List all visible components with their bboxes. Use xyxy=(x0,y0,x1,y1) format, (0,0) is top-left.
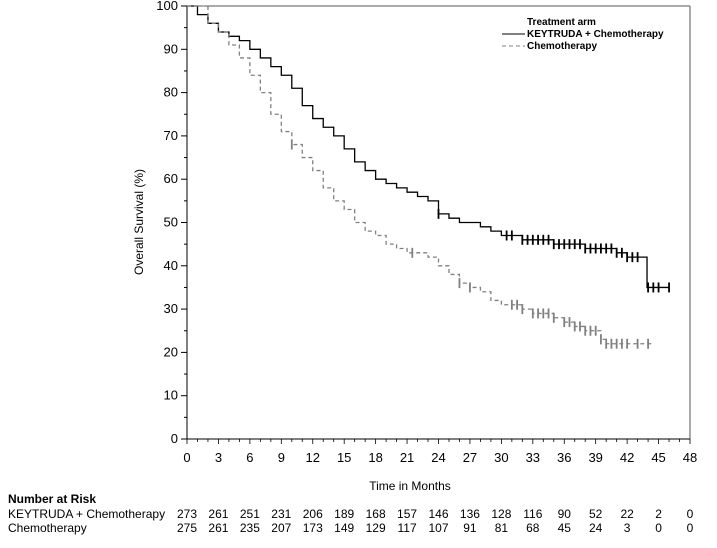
risk-value: 3 xyxy=(623,521,631,535)
y-tick-label: 60 xyxy=(164,171,178,186)
x-tick-label: 36 xyxy=(557,450,571,465)
curve-keytruda xyxy=(187,5,670,289)
x-axis-label: Time in Months xyxy=(369,479,451,493)
x-tick-label: 48 xyxy=(683,450,697,465)
x-axis: 0 3 6 9 12 15 18 21 24 27 30 33 36 39 42 45 48 xyxy=(183,439,697,465)
y-tick-label: 90 xyxy=(164,41,178,56)
x-tick-label: 9 xyxy=(278,450,285,465)
risk-value: 251 xyxy=(239,507,260,521)
risk-value: 24 xyxy=(589,521,603,535)
legend-title: Treatment arm xyxy=(527,17,596,28)
x-tick-label: 12 xyxy=(306,450,320,465)
risk-value: 136 xyxy=(459,507,480,521)
risk-value: 273 xyxy=(176,507,198,521)
risk-value: 91 xyxy=(463,521,477,535)
y-tick-label: 20 xyxy=(164,344,178,359)
risk-table-title: Number at Risk xyxy=(8,492,97,506)
x-tick-label: 21 xyxy=(400,450,414,465)
risk-value: 0 xyxy=(655,521,662,535)
y-axis-label: Overall Survival (%) xyxy=(132,169,146,275)
risk-value: 168 xyxy=(365,507,386,521)
risk-value: 261 xyxy=(208,507,229,521)
risk-value: 0 xyxy=(686,507,694,521)
x-tick-label: 42 xyxy=(620,450,634,465)
curve-chemo xyxy=(187,5,654,345)
risk-row-label-keytruda: KEYTRUDA + Chemotherapy xyxy=(8,507,166,521)
risk-value: 207 xyxy=(271,521,292,535)
x-tick-label: 6 xyxy=(246,450,253,465)
y-axis: 0 10 20 30 40 50 60 70 80 90 100 xyxy=(156,0,187,446)
x-tick-label: 45 xyxy=(651,450,665,465)
risk-value: 206 xyxy=(302,507,323,521)
risk-value: 129 xyxy=(365,521,386,535)
risk-value: 149 xyxy=(334,521,355,535)
risk-value: 235 xyxy=(239,521,260,535)
y-tick-label: 40 xyxy=(164,258,178,273)
risk-value: 128 xyxy=(491,507,512,521)
x-tick-label: 27 xyxy=(463,450,477,465)
y-tick-label: 10 xyxy=(164,388,178,403)
y-tick-label: 70 xyxy=(164,128,178,143)
risk-value: 116 xyxy=(523,507,543,521)
risk-value: 68 xyxy=(526,521,540,535)
risk-value: 45 xyxy=(557,521,571,535)
x-tick-label: 24 xyxy=(431,450,445,465)
plot-frame xyxy=(186,5,691,440)
risk-value: 81 xyxy=(494,521,509,535)
risk-value: 2 xyxy=(655,507,662,521)
y-tick-label: 0 xyxy=(171,431,178,446)
y-tick-label: 100 xyxy=(156,0,178,13)
y-tick-label: 30 xyxy=(164,301,178,316)
x-tick-label: 3 xyxy=(215,450,222,465)
risk-value: 90 xyxy=(557,507,571,521)
risk-value: 261 xyxy=(208,521,229,535)
risk-value: 52 xyxy=(589,507,603,521)
x-tick-label: 30 xyxy=(494,450,508,465)
risk-value: 117 xyxy=(397,521,417,535)
x-tick-label: 33 xyxy=(526,450,540,465)
x-tick-label: 0 xyxy=(183,450,190,465)
risk-value: 173 xyxy=(302,521,323,535)
x-tick-label: 15 xyxy=(337,450,351,465)
risk-value: 157 xyxy=(397,507,418,521)
risk-value: 189 xyxy=(334,507,355,521)
legend-entry-chemo: Chemotherapy xyxy=(527,41,597,52)
x-tick-label: 39 xyxy=(588,450,602,465)
y-tick-label: 80 xyxy=(164,85,178,100)
x-tick-label: 18 xyxy=(368,450,382,465)
risk-value: 275 xyxy=(176,521,198,535)
y-tick-label: 50 xyxy=(164,215,178,230)
legend-entry-keytruda: KEYTRUDA + Chemotherapy xyxy=(527,29,664,40)
legend: Treatment arm KEYTRUDA + Chemotherapy Ch… xyxy=(502,17,664,52)
risk-value: 0 xyxy=(686,521,694,535)
survival-curves xyxy=(187,5,670,349)
risk-value: 146 xyxy=(428,507,449,521)
risk-value: 231 xyxy=(271,507,292,521)
risk-value: 22 xyxy=(620,507,634,521)
risk-value: 107 xyxy=(428,521,449,535)
risk-row-label-chemo: Chemotherapy xyxy=(8,521,87,535)
